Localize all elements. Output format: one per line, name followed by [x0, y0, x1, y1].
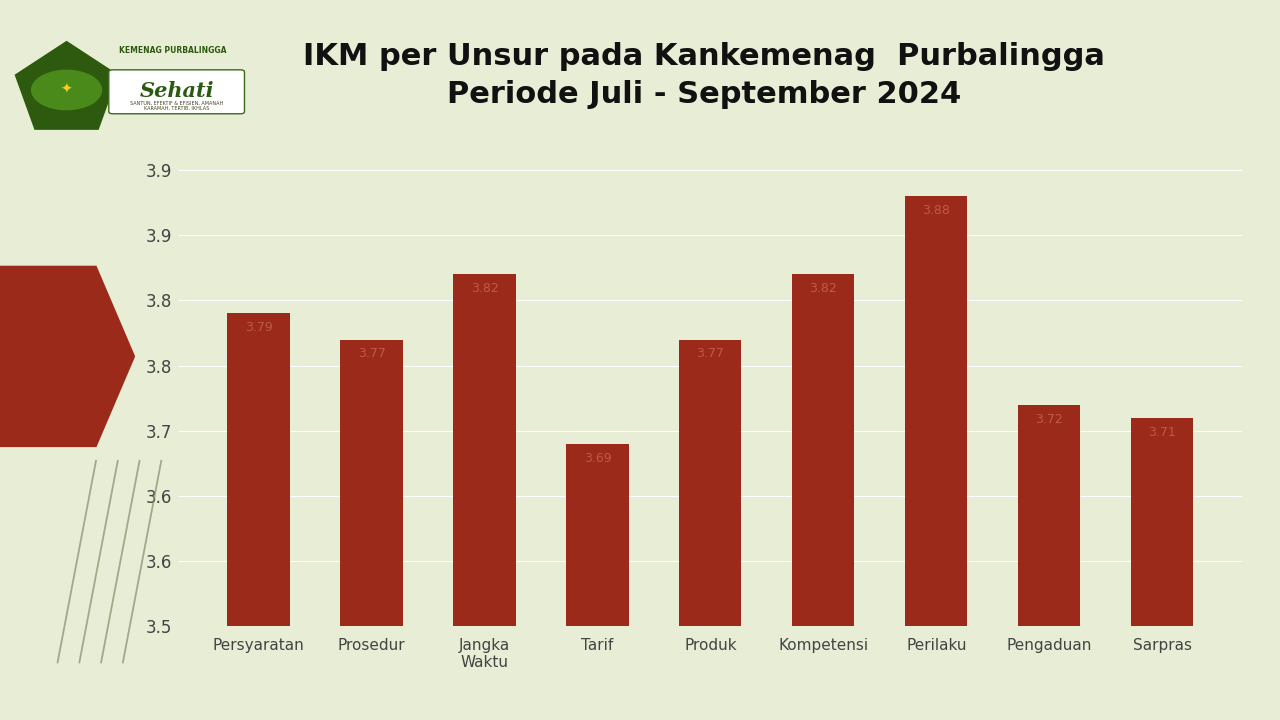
Text: 3.77: 3.77 — [357, 347, 385, 361]
Bar — [905, 196, 968, 720]
Bar — [566, 444, 628, 720]
Text: 3.82: 3.82 — [809, 282, 837, 295]
Bar — [228, 313, 289, 720]
Bar — [453, 274, 516, 720]
Text: 3.79: 3.79 — [244, 321, 273, 334]
Text: 3.88: 3.88 — [923, 204, 950, 217]
Text: IKM per Unsur pada Kankemenag  Purbalingga
Periode Juli - September 2024: IKM per Unsur pada Kankemenag Purbalingg… — [303, 42, 1105, 109]
Bar — [680, 340, 741, 720]
Text: SANTUN, EFEKTIF & EFISIEN, AMANAH
KARAMAH, TERTIB, IKHLAS: SANTUN, EFEKTIF & EFISIEN, AMANAH KARAMA… — [131, 101, 223, 111]
Bar — [1132, 418, 1193, 720]
Text: 3.77: 3.77 — [696, 347, 724, 361]
Text: 3.69: 3.69 — [584, 451, 612, 464]
Text: KEMENAG PURBALINGGA: KEMENAG PURBALINGGA — [119, 46, 227, 55]
Text: ✦: ✦ — [60, 83, 73, 97]
Text: 3.72: 3.72 — [1036, 413, 1064, 426]
Bar — [792, 274, 855, 720]
Text: Sehati: Sehati — [140, 81, 214, 102]
Text: 3.82: 3.82 — [471, 282, 498, 295]
Bar — [340, 340, 403, 720]
Bar — [1018, 405, 1080, 720]
Text: 3.71: 3.71 — [1148, 426, 1176, 438]
